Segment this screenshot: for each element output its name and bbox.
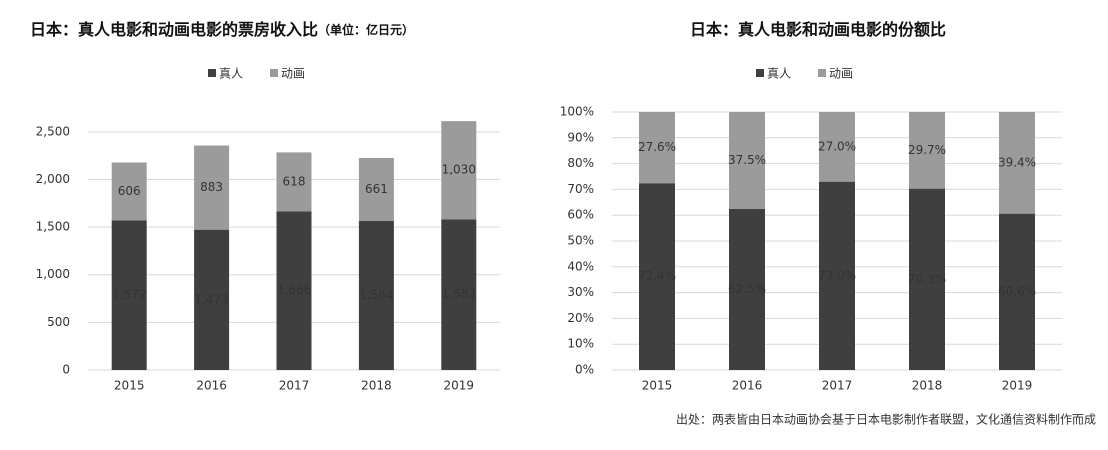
data-label: 618 — [283, 174, 306, 188]
bar-segment — [358, 158, 394, 221]
bar-segment — [194, 229, 230, 370]
bar-segment — [909, 188, 945, 370]
data-label: 29.7% — [908, 143, 946, 157]
x-tick-label: 2019 — [1002, 379, 1033, 393]
data-label: 27.0% — [818, 139, 856, 153]
bar-segment — [111, 162, 147, 221]
y-tick-label: 0% — [575, 363, 594, 377]
unit-label: （单位：亿日元） — [318, 22, 414, 37]
data-label: 72.4% — [638, 269, 676, 283]
legend-swatch — [818, 69, 826, 77]
x-tick-label: 2019 — [444, 379, 475, 393]
x-tick-label: 2015 — [642, 379, 673, 393]
x-tick-label: 2017 — [279, 379, 310, 393]
bar-segment — [276, 211, 312, 370]
y-tick-label: 500 — [47, 315, 70, 329]
y-tick-label: 100% — [560, 105, 594, 119]
x-tick-label: 2018 — [912, 379, 943, 393]
data-label: 37.5% — [728, 153, 766, 167]
y-tick-label: 90% — [567, 130, 594, 144]
bar-segment — [729, 208, 765, 370]
y-tick-label: 2,500 — [36, 124, 70, 138]
chart-title: 日本：真人电影和动画电影的票房收入比（单位：亿日元） — [30, 20, 414, 39]
data-label: 62.5% — [728, 282, 766, 296]
x-tick-label: 2018 — [361, 379, 392, 393]
data-label: 1,666 — [277, 283, 311, 297]
y-tick-label: 60% — [567, 208, 594, 222]
bar-segment — [358, 220, 394, 370]
legend-label: 真人 — [219, 67, 243, 81]
legend-label: 真人 — [767, 67, 791, 81]
legend-label: 动画 — [281, 67, 305, 81]
y-tick-label: 30% — [567, 285, 594, 299]
legend-swatch — [756, 69, 764, 77]
chart-title: 日本：真人电影和动画电影的份额比 — [690, 20, 946, 39]
bar-segment — [194, 145, 230, 230]
data-label: 60.6% — [998, 284, 1036, 298]
x-tick-label: 2017 — [822, 379, 853, 393]
y-tick-label: 2,000 — [36, 172, 70, 186]
data-label: 883 — [200, 180, 223, 194]
bar-segment — [999, 213, 1035, 370]
x-tick-label: 2015 — [114, 379, 145, 393]
data-label: 1,030 — [442, 163, 476, 177]
y-tick-label: 0 — [62, 363, 70, 377]
legend-swatch — [270, 69, 278, 77]
y-tick-label: 80% — [567, 156, 594, 170]
chart-title-text: 日本：真人电影和动画电影的份额比 — [690, 20, 946, 39]
bar-segment — [819, 181, 855, 370]
y-tick-label: 50% — [567, 234, 594, 248]
bar-segment — [111, 220, 147, 370]
bar-segment — [729, 112, 765, 209]
data-label: 606 — [118, 184, 141, 198]
bar-segment — [441, 121, 477, 220]
data-label: 1,473 — [194, 292, 228, 306]
chart-title-text: 日本：真人电影和动画电影的票房收入比 — [30, 20, 318, 39]
y-tick-label: 1,500 — [36, 220, 70, 234]
y-tick-label: 70% — [567, 182, 594, 196]
data-label: 1,582 — [442, 287, 476, 301]
bar-segment — [441, 219, 477, 370]
x-tick-label: 2016 — [732, 379, 763, 393]
y-tick-label: 40% — [567, 259, 594, 273]
data-label: 73.0% — [818, 268, 856, 282]
bar-segment — [909, 112, 945, 189]
data-label: 27.6% — [638, 140, 676, 154]
legend-swatch — [208, 69, 216, 77]
source-note: 出处：两表皆由日本动画协会基于日本电影制作者联盟，文化通信资料制作而成 — [676, 412, 1096, 427]
bar-segment — [999, 112, 1035, 214]
x-tick-label: 2016 — [196, 379, 227, 393]
y-tick-label: 10% — [567, 337, 594, 351]
bar-segment — [276, 152, 312, 212]
bar-segment — [819, 112, 855, 182]
data-label: 39.4% — [998, 155, 1036, 169]
legend-label: 动画 — [829, 67, 853, 81]
data-label: 1,564 — [359, 288, 393, 302]
bar-segment — [639, 183, 675, 370]
bar-segment — [639, 112, 675, 184]
y-tick-label: 1,000 — [36, 267, 70, 281]
y-tick-label: 20% — [567, 311, 594, 325]
data-label: 70.3% — [908, 272, 946, 286]
data-label: 661 — [365, 182, 388, 196]
data-label: 1,572 — [112, 288, 146, 302]
